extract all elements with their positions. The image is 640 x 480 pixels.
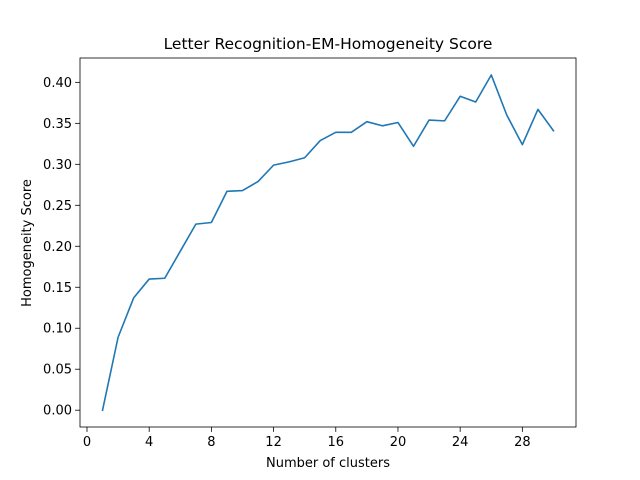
x-tick-label: 16 <box>328 435 345 450</box>
y-tick-label: 0.35 <box>43 117 72 132</box>
y-tick-label: 0.15 <box>43 281 72 296</box>
y-tick-label: 0.20 <box>43 240 72 255</box>
series-line <box>101 74 555 412</box>
y-tick-label: 0.30 <box>43 158 72 173</box>
x-tick-label: 8 <box>207 435 215 450</box>
x-axis-label: Number of clusters <box>266 456 390 471</box>
plot-area: 0 4 8 12 16 20 24 28 0.00 0.05 0.10 0.15 0.20 0.25 0.3… <box>43 57 577 450</box>
x-tick-label: 20 <box>390 435 407 450</box>
x-tick-label: 28 <box>514 435 531 450</box>
x-tick-label: 0 <box>83 435 91 450</box>
x-tick-label: 4 <box>145 435 153 450</box>
y-tick-label: 0.10 <box>43 322 72 337</box>
y-tick-label: 0.40 <box>43 76 72 91</box>
axes-frame <box>79 57 577 428</box>
y-axis-label: Homogeneity Score <box>20 179 35 307</box>
y-tick-label: 0.05 <box>43 363 72 378</box>
y-tick-label: 0.25 <box>43 199 72 214</box>
y-tick-label: 0.00 <box>43 404 72 419</box>
x-tick-label: 12 <box>265 435 282 450</box>
x-tick-label: 24 <box>452 435 469 450</box>
chart-title: Letter Recognition-EM-Homogeneity Score <box>164 35 493 53</box>
